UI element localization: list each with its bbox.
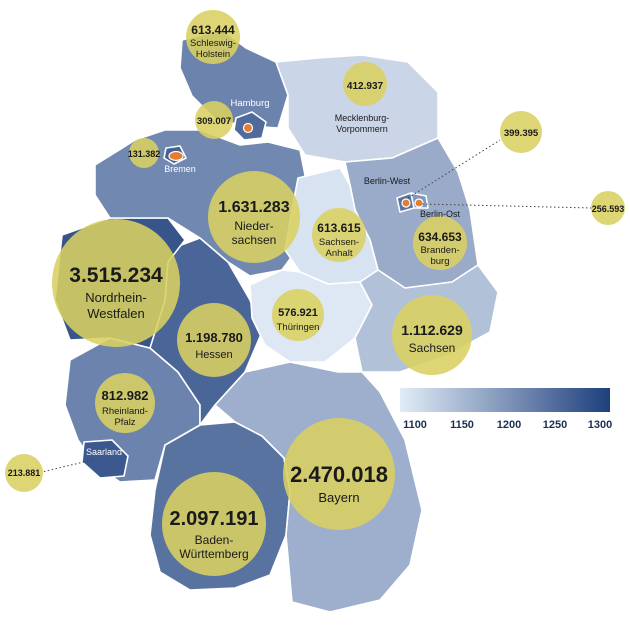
- name-baden-wuerttemberg-1: Baden-: [195, 533, 234, 547]
- value-saarland: 213.881: [8, 468, 41, 478]
- name-rheinland-pfalz-1: Rheinland-: [102, 406, 148, 417]
- leader-lines: [41, 139, 593, 473]
- legend-tick-1300: 1300: [588, 419, 612, 431]
- legend-tick-1200: 1200: [497, 419, 521, 431]
- legend-gradient-bar: [400, 388, 610, 412]
- name-rheinland-pfalz-2: Pfalz: [114, 417, 135, 428]
- bubble-bremen[interactable]: [129, 138, 159, 168]
- name-schleswig-holstein-1: Schleswig-: [190, 38, 236, 49]
- name-thueringen: Thüringen: [277, 322, 320, 333]
- value-hessen: 1.198.780: [185, 330, 243, 345]
- name-mecklenburg-vorpommern-2: Vorpommern: [336, 124, 388, 134]
- value-rheinland-pfalz: 812.982: [102, 388, 149, 403]
- city-marker-berlin-west: [401, 198, 411, 208]
- name-niedersachsen-2: sachsen: [232, 233, 277, 247]
- bubble-baden-wuerttemberg[interactable]: [162, 472, 266, 576]
- name-baden-wuerttemberg-2: Württemberg: [179, 547, 248, 561]
- value-niedersachsen: 1.631.283: [218, 199, 289, 216]
- name-sachsen-anhalt-1: Sachsen-: [319, 237, 359, 248]
- legend-tick-1150: 1150: [450, 419, 474, 431]
- bubble-brandenburg[interactable]: [413, 216, 467, 270]
- name-brandenburg-2: burg: [430, 256, 449, 267]
- value-baden-wuerttemberg: 2.097.191: [170, 508, 259, 530]
- name-nordrhein-westfalen-2: Westfalen: [87, 306, 145, 321]
- city-marker-bremen: [168, 150, 184, 162]
- name-mecklenburg-vorpommern-1: Mecklenburg-: [335, 113, 390, 123]
- bubble-saarland[interactable]: [5, 454, 43, 492]
- city-marker-hamburg: [242, 122, 254, 134]
- value-bremen: 131.382: [128, 149, 161, 159]
- value-mecklenburg-vorpommern: 412.937: [347, 81, 384, 92]
- name-saarland: Saarland: [86, 447, 122, 457]
- bubble-hamburg[interactable]: [195, 101, 233, 139]
- city-markers: [168, 122, 424, 208]
- value-nordrhein-westfalen: 3.515.234: [69, 264, 163, 287]
- name-nordrhein-westfalen-1: Nordrhein-: [85, 290, 146, 305]
- population-bubbles: [5, 10, 625, 576]
- bubble-sachsen[interactable]: [392, 295, 472, 375]
- value-berlin-west: 399.395: [504, 128, 539, 139]
- value-brandenburg: 634.653: [418, 230, 462, 244]
- name-niedersachsen-1: Nieder-: [234, 219, 273, 233]
- bubble-sachsen-anhalt[interactable]: [312, 208, 366, 262]
- bubble-berlin-ost[interactable]: [591, 191, 625, 225]
- state-region-saarland[interactable]: [81, 439, 129, 479]
- city-marker-berlin-ost: [414, 198, 424, 208]
- bubble-mecklenburg-vorpommern[interactable]: [343, 62, 387, 106]
- bubble-schleswig-holstein[interactable]: [186, 10, 240, 64]
- value-bayern: 2.470.018: [290, 462, 388, 487]
- bubble-hessen[interactable]: [177, 303, 251, 377]
- bubble-bayern[interactable]: [283, 418, 395, 530]
- bubble-rheinland-pfalz[interactable]: [95, 373, 155, 433]
- bubble-berlin-west[interactable]: [500, 111, 542, 153]
- legend-tick-1250: 1250: [543, 419, 567, 431]
- name-berlin-ost: Berlin-Ost: [420, 209, 461, 219]
- name-hamburg: Hamburg: [230, 98, 269, 109]
- bubble-nordrhein-westfalen[interactable]: [52, 219, 180, 347]
- bubble-thueringen[interactable]: [272, 289, 324, 341]
- leader-line-saarland: [41, 459, 93, 473]
- value-thueringen: 576.921: [278, 307, 318, 319]
- legend-tick-1100: 1100: [403, 419, 427, 431]
- value-schleswig-holstein: 613.444: [191, 23, 235, 37]
- name-schleswig-holstein-2: Holstein: [196, 49, 230, 60]
- name-bayern: Bayern: [318, 490, 359, 505]
- name-berlin-west: Berlin-West: [364, 176, 411, 186]
- value-berlin-ost: 256.593: [592, 204, 625, 214]
- bubble-niedersachsen[interactable]: [208, 171, 300, 263]
- color-legend: 1100 1150 1200 1250 1300: [400, 388, 612, 431]
- name-brandenburg-1: Branden-: [420, 245, 459, 256]
- name-sachsen-anhalt-2: Anhalt: [326, 248, 353, 259]
- leader-line-berlin-ost: [421, 203, 593, 209]
- name-bremen: Bremen: [164, 164, 196, 174]
- state-labels: 3.515.234 Nordrhein- Westfalen 2.470.018…: [8, 23, 625, 561]
- value-sachsen-anhalt: 613.615: [317, 221, 361, 235]
- name-sachsen: Sachsen: [409, 341, 456, 355]
- value-sachsen: 1.112.629: [401, 322, 463, 338]
- value-hamburg: 309.007: [197, 116, 231, 127]
- name-hessen: Hessen: [195, 349, 232, 361]
